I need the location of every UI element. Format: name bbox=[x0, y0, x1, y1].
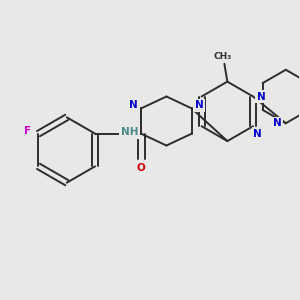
Text: NH: NH bbox=[121, 127, 138, 137]
Text: N: N bbox=[253, 129, 262, 139]
Text: N: N bbox=[195, 100, 203, 110]
Text: O: O bbox=[137, 163, 146, 173]
Text: CH₃: CH₃ bbox=[214, 52, 232, 61]
Text: F: F bbox=[25, 126, 32, 136]
Text: N: N bbox=[257, 92, 266, 101]
Text: N: N bbox=[129, 100, 138, 110]
Text: N: N bbox=[273, 118, 282, 128]
